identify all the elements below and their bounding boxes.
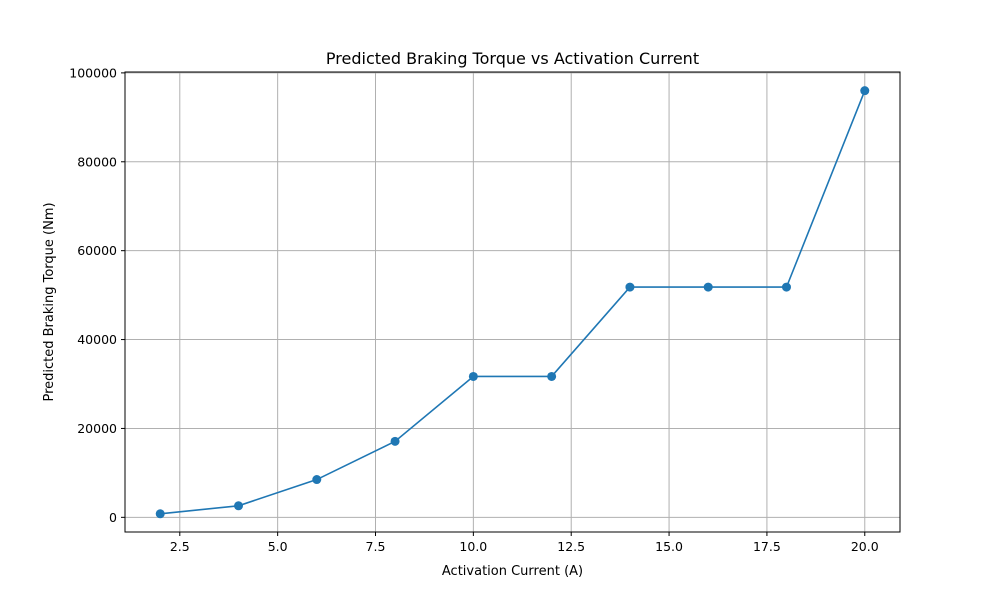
x-tick-label: 10.0 [459,539,487,554]
x-axis-label: Activation Current (A) [442,564,583,579]
y-tick-label: 20000 [77,421,117,436]
x-tick-label: 15.0 [655,539,683,554]
axis-ticks: 2.5 5.0 7.5 10.0 12.5 15.0 17.5 20.0 0 20000 40000… [69,65,878,554]
grid-lines [125,72,900,532]
data-point [390,436,400,446]
data-point [234,501,244,511]
x-tick-label: 12.5 [557,539,585,554]
y-tick-label: 0 [109,510,117,525]
y-tick-label: 60000 [77,243,117,258]
x-tick-label: 7.5 [366,539,386,554]
x-tick-label: 2.5 [170,539,190,554]
y-tick-label: 80000 [77,154,117,169]
y-tick-label: 100000 [69,65,117,80]
series-layer [155,86,870,519]
data-point [703,282,713,292]
x-tick-label: 5.0 [268,539,288,554]
data-point [155,509,165,519]
plot-area-frame [124,71,901,533]
x-tick-label: 17.5 [753,539,781,554]
data-point [547,371,557,381]
y-axis-label: Predicted Braking Torque (Nm) [42,202,57,401]
data-point [860,86,870,96]
chart-title: Predicted Braking Torque vs Activation C… [326,49,699,68]
data-point [468,371,478,381]
data-point [625,282,635,292]
series-line [160,90,866,515]
y-tick-label: 40000 [77,332,117,347]
data-point [781,282,791,292]
data-point [312,475,322,485]
x-tick-label: 20.0 [851,539,879,554]
